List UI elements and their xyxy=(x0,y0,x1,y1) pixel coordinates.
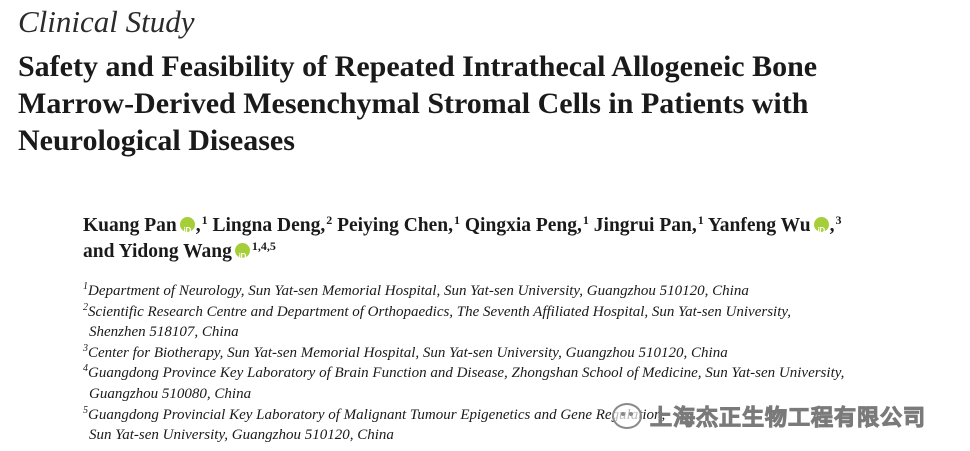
affiliation-item: 5Guangdong Provincial Key Laboratory of … xyxy=(83,405,844,426)
author-affiliation-marker: 1 xyxy=(697,212,704,227)
author-affiliation-marker: 1 xyxy=(454,212,461,227)
author-row: Kuang Pan,1 Lingna Deng,2 Peiying Chen,1… xyxy=(83,212,842,245)
affiliation-text: Guangdong Province Key Laboratory of Bra… xyxy=(88,365,845,382)
author-name[interactable]: Qingxia Peng xyxy=(464,215,578,236)
affiliation-item: 2Scientific Research Centre and Departme… xyxy=(83,302,844,323)
author-name[interactable]: Peiying Chen xyxy=(337,215,449,236)
affiliation-item: 4Guangdong Province Key Laboratory of Br… xyxy=(83,363,844,384)
author-list: Kuang Pan,1 Lingna Deng,2 Peiying Chen,1… xyxy=(83,212,842,271)
author-row: and Yidong Wang 1,4,5 xyxy=(83,238,842,271)
author-name[interactable]: Lingna Deng xyxy=(212,215,321,236)
watermark-text: 上海杰正生物工程有限公司 xyxy=(649,406,927,432)
author-affiliation-marker: 1,4,5 xyxy=(251,238,276,253)
affiliation-marker: 5 xyxy=(83,404,88,416)
orcid-icon[interactable] xyxy=(179,217,195,244)
author-affiliation-marker: 1 xyxy=(582,212,589,227)
affiliation-text: Scientific Research Centre and Departmen… xyxy=(88,303,791,320)
article-category: Clinical Study xyxy=(18,4,195,39)
affiliation-continuation: Guangzhou 510080, China xyxy=(89,385,252,402)
title-line: Neurological Diseases xyxy=(18,124,295,157)
affiliation-continuation: Shenzhen 518107, China xyxy=(89,324,239,341)
wechat-icon xyxy=(612,403,642,429)
author-name[interactable]: Yidong Wang xyxy=(118,241,232,262)
affiliation-marker: 3 xyxy=(83,342,88,354)
affiliation-list: 1Department of Neurology, Sun Yat-sen Me… xyxy=(83,281,844,446)
affiliation-item: 1Department of Neurology, Sun Yat-sen Me… xyxy=(83,281,844,302)
author-name[interactable]: Kuang Pan xyxy=(83,215,177,236)
affiliation-continuation: Sun Yat-sen University, Guangzhou 510120… xyxy=(89,427,394,444)
orcid-icon[interactable] xyxy=(813,217,829,244)
author-name[interactable]: Yanfeng Wu xyxy=(707,215,811,236)
affiliation-marker: 1 xyxy=(83,281,88,292)
affiliation-text: Center for Biotherapy, Sun Yat-sen Memor… xyxy=(88,344,728,361)
author-name[interactable]: Jingrui Pan xyxy=(593,215,692,236)
title-line: Marrow-Derived Mesenchymal Stromal Cells… xyxy=(18,87,809,120)
affiliation-text: Department of Neurology, Sun Yat-sen Mem… xyxy=(88,283,749,299)
watermark: 上海杰正生物工程有限公司 xyxy=(612,398,952,434)
article-title: Safety and Feasibility of Repeated Intra… xyxy=(18,48,958,159)
orcid-icon[interactable] xyxy=(234,243,250,270)
title-line: Safety and Feasibility of Repeated Intra… xyxy=(18,50,818,83)
author-conjunction: and xyxy=(83,241,115,262)
affiliation-text: Guangdong Provincial Key Laboratory of M… xyxy=(88,406,666,423)
author-affiliation-marker: 1 xyxy=(201,212,208,227)
author-affiliation-marker: 2 xyxy=(326,212,333,227)
affiliation-item: 3Center for Biotherapy, Sun Yat-sen Memo… xyxy=(83,343,844,364)
affiliation-marker: 4 xyxy=(83,363,88,375)
author-affiliation-marker: 3 xyxy=(835,212,842,227)
affiliation-marker: 2 xyxy=(83,301,88,313)
